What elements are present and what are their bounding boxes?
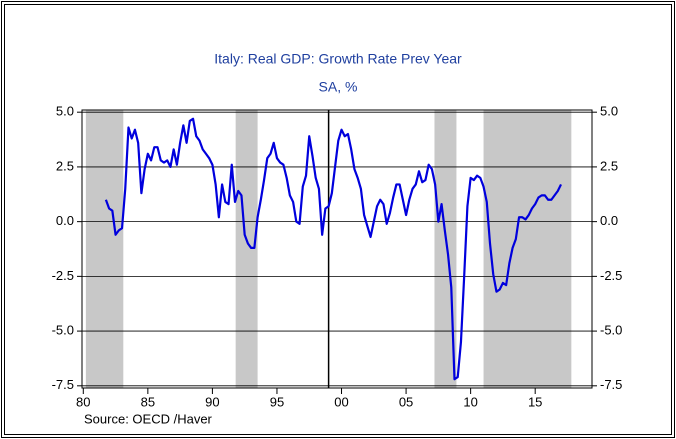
plot-frame [81, 109, 593, 389]
x-tick-label: 05 [399, 394, 413, 409]
inner-frame [4, 4, 672, 435]
source-note: Source: OECD /Haver [84, 411, 213, 426]
y2-tick-label: 0.0 [600, 213, 618, 228]
shaded-period [434, 110, 457, 388]
y2-tick-label: -2.5 [600, 268, 622, 283]
x-tick-label: 90 [205, 394, 219, 409]
y-tick-label: 0.0 [56, 213, 74, 228]
y-tick-label: 2.5 [56, 158, 74, 173]
x-tick-label: 00 [334, 394, 348, 409]
chart-subtitle: SA, % [319, 79, 358, 95]
shaded-period [235, 110, 258, 388]
y2-tick-label: 5.0 [600, 104, 618, 119]
x-tick-label: 15 [528, 394, 542, 409]
x-tick-label: 10 [463, 394, 477, 409]
y-tick-label: 5.0 [56, 104, 74, 119]
x-tick-label: 85 [141, 394, 155, 409]
y2-tick-label: 2.5 [600, 158, 618, 173]
data-line [104, 117, 562, 381]
chart-title: Italy: Real GDP: Growth Rate Prev Year [214, 51, 462, 67]
y-tick-label: -2.5 [52, 268, 74, 283]
y-tick-label: -7.5 [52, 377, 74, 392]
y-tick-label: -5.0 [52, 323, 74, 338]
shaded-period [483, 110, 572, 388]
x-tick-label: 95 [270, 394, 284, 409]
y2-tick-label: -7.5 [600, 377, 622, 392]
shaded-period [85, 110, 124, 388]
x-tick-label: 80 [76, 394, 90, 409]
y2-tick-label: -5.0 [600, 323, 622, 338]
